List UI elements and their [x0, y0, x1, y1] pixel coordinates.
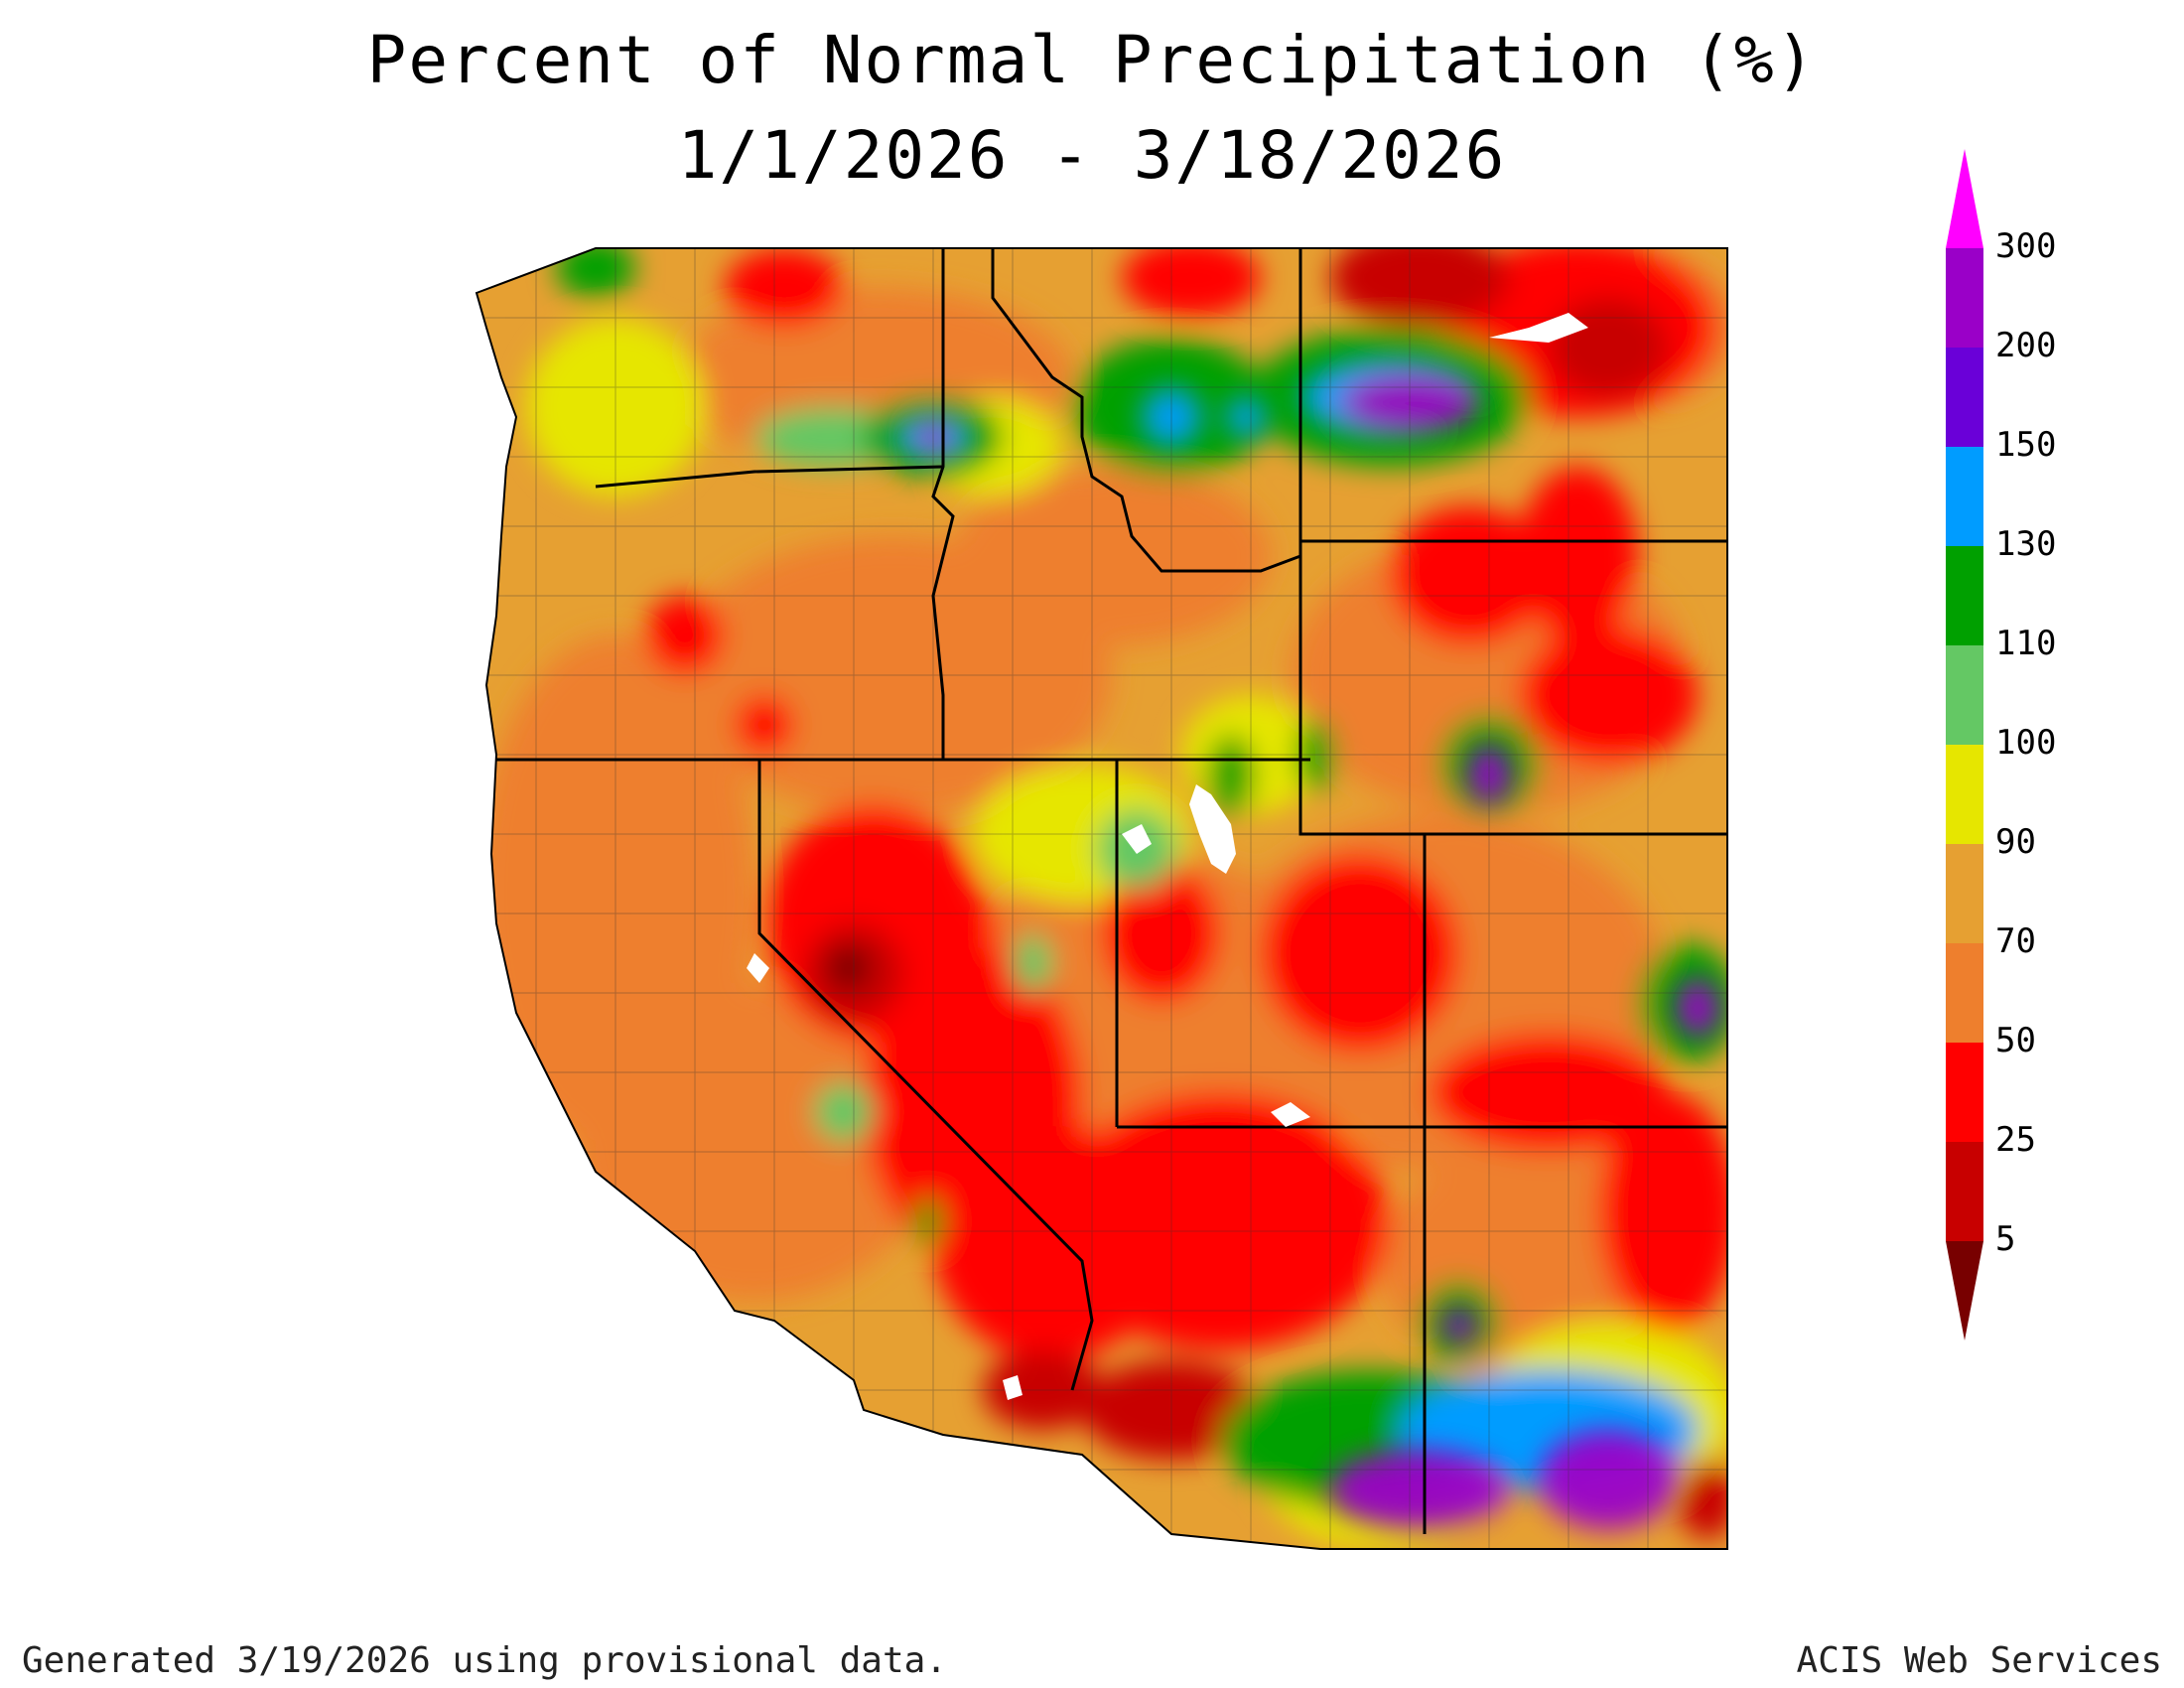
county-lines: [477, 248, 1727, 1549]
legend-label: 50: [1995, 1021, 2036, 1060]
precipitation-field: [477, 248, 1727, 1549]
legend-label: 90: [1995, 822, 2036, 862]
legend-swatch: [1946, 149, 1983, 248]
generated-note: Generated 3/19/2026 using provisional da…: [22, 1640, 947, 1681]
water-bodies: [747, 313, 1588, 1400]
legend-swatch: [1946, 745, 1983, 844]
legend-label: 5: [1995, 1219, 2016, 1259]
legend-label: 300: [1995, 226, 2057, 266]
legend-swatch: [1946, 1043, 1983, 1142]
legend-swatch: [1946, 1241, 1983, 1340]
legend-swatch: [1946, 844, 1983, 943]
legend-label: 110: [1995, 624, 2057, 663]
map-outline: [475, 247, 1728, 1550]
legend-swatch: [1946, 447, 1983, 546]
legend-label: 100: [1995, 723, 2057, 763]
legend-label: 70: [1995, 921, 2036, 961]
state-boundaries: [496, 248, 1727, 1534]
legend-swatch: [1946, 546, 1983, 645]
legend-label: 25: [1995, 1120, 2036, 1160]
legend-swatch: [1946, 1142, 1983, 1241]
map-title: Percent of Normal Precipitation (%): [366, 22, 1818, 98]
legend-swatch: [1946, 645, 1983, 745]
source-credit: ACIS Web Services: [1796, 1640, 2162, 1681]
legend-label: 130: [1995, 524, 2057, 564]
legend-swatch: [1946, 248, 1983, 348]
map-date-range: 1/1/2026 - 3/18/2026: [677, 117, 1507, 194]
legend-swatch: [1946, 348, 1983, 447]
legend-label: 150: [1995, 425, 2057, 465]
legend-label: 200: [1995, 326, 2057, 365]
legend-colorbar: [1946, 149, 1983, 1340]
legend-swatch: [1946, 943, 1983, 1043]
